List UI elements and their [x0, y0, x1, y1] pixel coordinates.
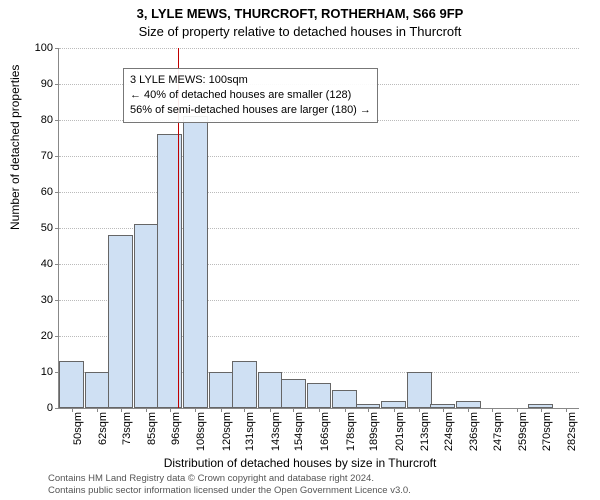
ytick-label: 50 — [23, 222, 53, 234]
xtick-label: 62sqm — [97, 412, 109, 462]
xtick-label: 178sqm — [345, 412, 357, 462]
ytick-mark — [55, 300, 59, 301]
xtick-label: 247sqm — [492, 412, 504, 462]
y-axis-label: Number of detached properties — [8, 65, 22, 230]
xtick-label: 50sqm — [72, 412, 84, 462]
ytick-label: 70 — [23, 150, 53, 162]
xtick-label: 201sqm — [394, 412, 406, 462]
annotation-line: ← 40% of detached houses are smaller (12… — [130, 88, 371, 103]
ytick-mark — [55, 84, 59, 85]
xtick-label: 270sqm — [541, 412, 553, 462]
plot-area: 010203040506070809010050sqm62sqm73sqm85s… — [58, 48, 579, 409]
gridline-h — [59, 192, 579, 193]
xtick-label: 73sqm — [121, 412, 133, 462]
xtick-label: 108sqm — [195, 412, 207, 462]
xtick-label: 154sqm — [293, 412, 305, 462]
ytick-mark — [55, 48, 59, 49]
histogram-bar — [134, 224, 159, 408]
xtick-label: 213sqm — [419, 412, 431, 462]
ytick-mark — [55, 408, 59, 409]
xtick-label: 120sqm — [221, 412, 233, 462]
ytick-label: 80 — [23, 114, 53, 126]
histogram-bar — [209, 372, 234, 408]
chart-title-main: 3, LYLE MEWS, THURCROFT, ROTHERHAM, S66 … — [0, 6, 600, 21]
ytick-mark — [55, 120, 59, 121]
xtick-label: 259sqm — [517, 412, 529, 462]
xtick-label: 143sqm — [270, 412, 282, 462]
footer-line2: Contains public sector information licen… — [48, 485, 411, 496]
ytick-mark — [55, 228, 59, 229]
xtick-label: 224sqm — [443, 412, 455, 462]
histogram-bar — [85, 372, 110, 408]
x-axis-label: Distribution of detached houses by size … — [0, 456, 600, 470]
xtick-label: 236sqm — [468, 412, 480, 462]
chart-title-sub: Size of property relative to detached ho… — [0, 24, 600, 39]
ytick-label: 30 — [23, 294, 53, 306]
histogram-bar — [381, 401, 406, 408]
ytick-label: 0 — [23, 402, 53, 414]
gridline-h — [59, 48, 579, 49]
xtick-label: 131sqm — [244, 412, 256, 462]
ytick-label: 20 — [23, 330, 53, 342]
ytick-mark — [55, 156, 59, 157]
xtick-label: 85sqm — [146, 412, 158, 462]
histogram-bar — [407, 372, 432, 408]
footer-attribution: Contains HM Land Registry data © Crown c… — [48, 473, 411, 496]
histogram-bar — [456, 401, 481, 408]
histogram-bar — [59, 361, 84, 408]
xtick-label: 189sqm — [368, 412, 380, 462]
ytick-label: 100 — [23, 42, 53, 54]
ytick-label: 10 — [23, 366, 53, 378]
xtick-label: 96sqm — [170, 412, 182, 462]
histogram-bar — [108, 235, 133, 408]
ytick-label: 90 — [23, 78, 53, 90]
ytick-mark — [55, 336, 59, 337]
histogram-bar — [232, 361, 257, 408]
xtick-label: 166sqm — [319, 412, 331, 462]
ytick-mark — [55, 192, 59, 193]
ytick-label: 40 — [23, 258, 53, 270]
annotation-line: 56% of semi-detached houses are larger (… — [130, 103, 371, 118]
annotation-box: 3 LYLE MEWS: 100sqm← 40% of detached hou… — [123, 68, 378, 123]
histogram-bar — [281, 379, 306, 408]
annotation-line: 3 LYLE MEWS: 100sqm — [130, 73, 371, 88]
ytick-mark — [55, 264, 59, 265]
histogram-bar — [258, 372, 283, 408]
xtick-label: 282sqm — [566, 412, 578, 462]
histogram-bar — [332, 390, 357, 408]
histogram-bar — [307, 383, 332, 408]
gridline-h — [59, 156, 579, 157]
ytick-label: 60 — [23, 186, 53, 198]
histogram-bar — [183, 116, 208, 408]
footer-line1: Contains HM Land Registry data © Crown c… — [48, 473, 411, 484]
